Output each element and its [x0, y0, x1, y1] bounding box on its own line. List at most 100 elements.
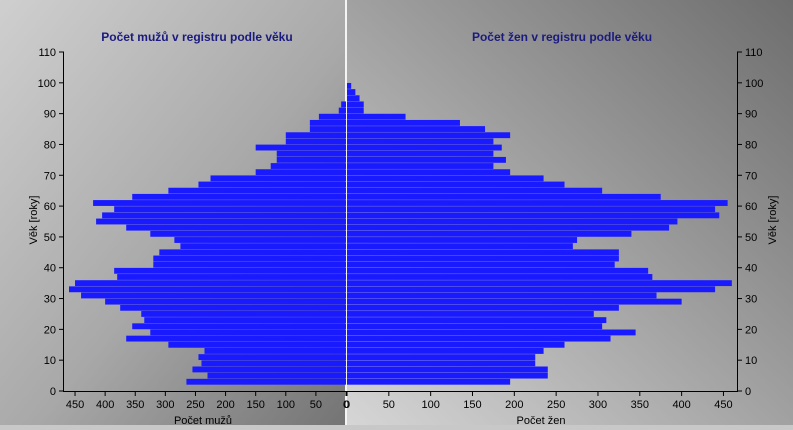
right-y-tick-label-90: 90 — [745, 109, 757, 121]
bar-female-age-27 — [347, 304, 619, 311]
bar-female-age-39 — [347, 267, 649, 274]
bar-male-age-7 — [192, 366, 346, 373]
left-x-tick-label-0: 0 — [343, 399, 349, 411]
left-y-tick-label-90: 90 — [44, 109, 56, 121]
left-x-axis-label: Počet mužů — [174, 415, 232, 425]
bar-male-age-83 — [285, 132, 346, 139]
bar-female-age-25 — [347, 311, 594, 317]
bar-male-age-81 — [285, 138, 346, 145]
bar-female-age-43 — [347, 255, 619, 262]
bar-female-age-73 — [347, 163, 494, 169]
bar-male-age-59 — [114, 206, 346, 213]
bar-female-age-61 — [347, 200, 728, 206]
bar-male-age-45 — [159, 249, 346, 256]
right-x-tick-label-0: 0 — [344, 399, 350, 411]
bar-male-age-67 — [198, 181, 346, 188]
bar-female-age-67 — [347, 181, 565, 188]
bar-female-age-37 — [347, 274, 653, 280]
left-y-tick-label-110: 110 — [38, 47, 56, 59]
bar-male-age-15 — [168, 341, 346, 348]
bar-male-age-27 — [120, 304, 347, 311]
bar-male-age-3 — [186, 378, 346, 385]
left-y-axis-label: Věk [roky] — [28, 196, 40, 245]
bar-female-age-15 — [347, 341, 565, 348]
bar-male-age-65 — [168, 187, 346, 194]
right-x-tick-label-250: 250 — [547, 399, 565, 411]
bar-male-age-19 — [150, 329, 346, 336]
bar-female-age-91 — [347, 107, 364, 114]
right-x-tick-label-50: 50 — [383, 399, 395, 411]
bar-female-age-31 — [347, 292, 657, 299]
left-y-tick-label-10: 10 — [44, 355, 56, 367]
bar-female-age-71 — [347, 169, 511, 176]
bar-female-age-45 — [347, 249, 619, 256]
right-x-tick-label-100: 100 — [421, 399, 439, 411]
left-x-tick-label-400: 400 — [96, 399, 114, 411]
bar-male-age-79 — [255, 144, 346, 151]
left-y-tick-label-40: 40 — [44, 263, 56, 275]
bar-female-age-17 — [347, 335, 611, 342]
right-x-tick-label-400: 400 — [672, 399, 690, 411]
bar-female-age-23 — [347, 317, 607, 324]
bar-female-age-99 — [347, 82, 352, 89]
right-x-tick-label-150: 150 — [463, 399, 481, 411]
bar-male-age-39 — [114, 267, 346, 274]
bar-male-age-11 — [198, 354, 346, 361]
bar-female-age-49 — [347, 237, 578, 243]
bar-male-age-77 — [276, 150, 346, 157]
bar-female-age-97 — [347, 89, 356, 95]
right-y-tick-label-60: 60 — [745, 201, 757, 213]
left-x-tick-label-50: 50 — [310, 399, 322, 411]
bar-female-age-53 — [347, 224, 670, 231]
right-y-tick-label-100: 100 — [745, 78, 763, 90]
bar-male-age-29 — [105, 298, 346, 305]
bar-female-age-55 — [347, 218, 678, 225]
bar-female-age-95 — [347, 95, 360, 102]
bar-male-age-63 — [132, 193, 346, 200]
bar-female-age-59 — [347, 206, 716, 213]
right-y-tick-label-0: 0 — [745, 386, 751, 398]
bar-male-age-41 — [153, 261, 346, 268]
bar-female-age-81 — [347, 138, 494, 145]
bar-female-age-41 — [347, 261, 615, 268]
bar-female-age-19 — [347, 329, 636, 336]
bar-female-age-13 — [347, 348, 544, 354]
bar-female-age-93 — [347, 101, 364, 108]
bar-female-age-79 — [347, 144, 502, 151]
right-x-axis-label: Počet žen — [517, 415, 566, 425]
right-x-tick-label-200: 200 — [505, 399, 523, 411]
bar-male-age-71 — [255, 169, 346, 176]
bar-male-age-33 — [69, 286, 347, 293]
left-x-tick-label-450: 450 — [66, 399, 84, 411]
left-x-tick-label-250: 250 — [186, 399, 204, 411]
bar-male-age-35 — [75, 280, 346, 287]
bar-female-age-83 — [347, 132, 511, 139]
bar-male-age-49 — [174, 237, 346, 243]
right-y-tick-label-40: 40 — [745, 263, 757, 275]
bar-female-age-33 — [347, 286, 716, 293]
bar-male-age-69 — [210, 175, 346, 182]
bar-male-age-85 — [309, 126, 346, 132]
bar-male-age-13 — [204, 348, 346, 354]
bar-male-age-89 — [318, 113, 346, 120]
bar-male-age-23 — [144, 317, 346, 324]
bar-female-age-5 — [347, 372, 548, 379]
left-y-tick-label-80: 80 — [44, 139, 56, 151]
bar-male-age-47 — [180, 243, 346, 250]
bar-male-age-53 — [126, 224, 346, 231]
bar-male-age-5 — [207, 372, 346, 379]
bar-female-age-85 — [347, 126, 486, 132]
bar-male-age-51 — [150, 230, 346, 237]
bar-male-age-17 — [126, 335, 346, 342]
left-panel-title: Počet mužů v registru podle věku — [101, 30, 292, 44]
right-y-tick-label-30: 30 — [745, 294, 757, 306]
left-y-tick-label-30: 30 — [44, 294, 56, 306]
bar-female-age-69 — [347, 175, 544, 182]
left-y-tick-label-20: 20 — [44, 324, 56, 336]
bar-male-age-73 — [270, 163, 346, 169]
bar-male-age-91 — [338, 107, 346, 114]
bar-male-age-31 — [81, 292, 346, 299]
left-x-tick-label-350: 350 — [126, 399, 144, 411]
bar-female-age-87 — [347, 119, 460, 126]
